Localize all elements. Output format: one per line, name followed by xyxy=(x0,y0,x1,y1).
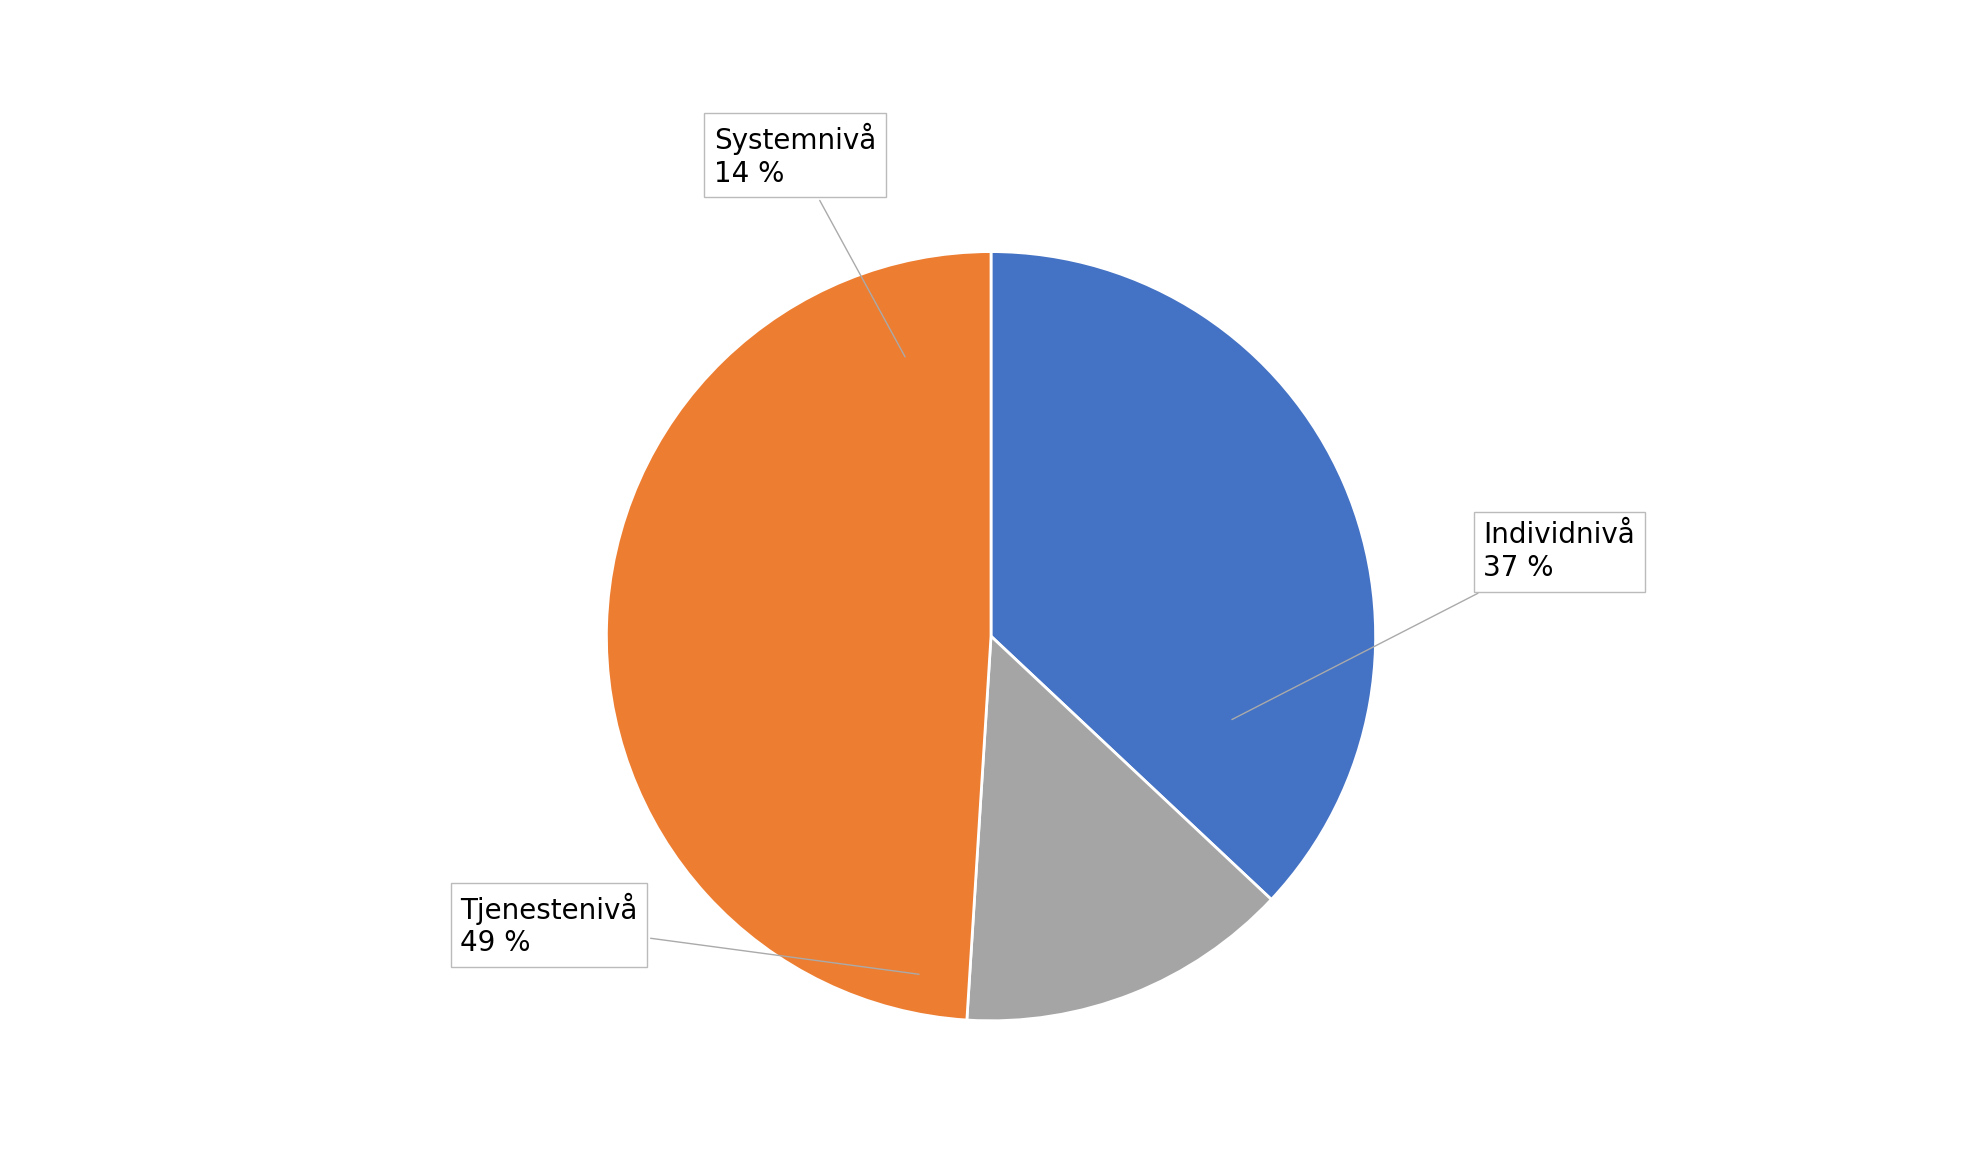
Text: Tjenestenivå
49 %: Tjenestenivå 49 % xyxy=(460,892,920,974)
Wedge shape xyxy=(606,251,991,1020)
Text: Systemnivå
14 %: Systemnivå 14 % xyxy=(714,123,906,356)
Wedge shape xyxy=(991,251,1376,899)
Wedge shape xyxy=(967,636,1270,1020)
Text: Individnivå
37 %: Individnivå 37 % xyxy=(1233,522,1635,720)
